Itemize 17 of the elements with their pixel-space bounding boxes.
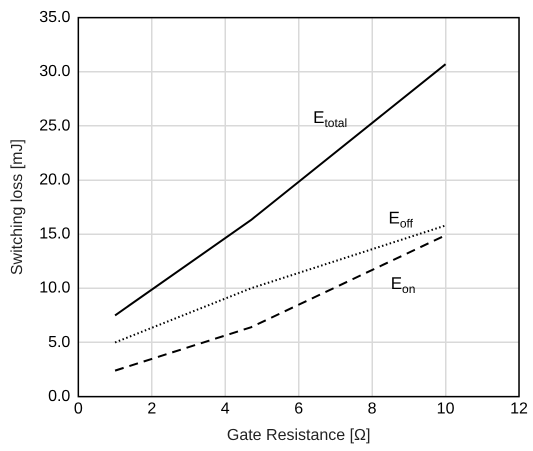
x-tick-label: 4	[220, 400, 230, 418]
y-tick-label: 15.0	[39, 226, 70, 243]
x-axis-title: Gate Resistance [Ω]	[226, 426, 370, 444]
x-tick-label: 12	[510, 400, 528, 418]
x-tick-label: 10	[436, 400, 455, 418]
y-tick-label: 5.0	[48, 334, 70, 351]
y-tick-label: 30.0	[39, 63, 70, 80]
y-tick-label: 25.0	[39, 117, 70, 134]
x-tick-label: 0	[74, 400, 83, 418]
y-axis-title: Switching loss [mJ]	[9, 139, 26, 276]
x-tick-label: 2	[147, 400, 156, 418]
y-tick-label: 20.0	[39, 171, 70, 188]
x-tick-label: 6	[294, 400, 304, 418]
y-tick-label: 10.0	[39, 280, 70, 297]
y-tick-label: 35.0	[39, 9, 70, 26]
x-tick-label: 8	[368, 400, 377, 418]
y-tick-label: 0.0	[48, 388, 70, 406]
